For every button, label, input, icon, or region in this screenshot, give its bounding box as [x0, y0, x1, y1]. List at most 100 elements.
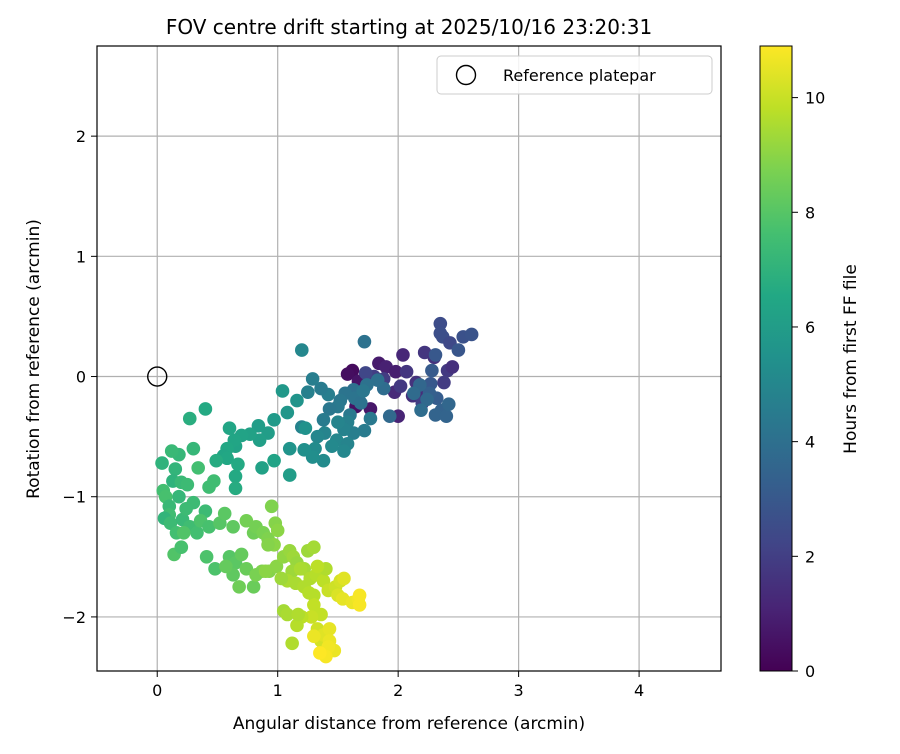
colorbar-tick-label: 8 — [805, 203, 815, 222]
legend: Reference platepar — [436, 55, 713, 95]
data-point — [198, 402, 213, 416]
data-point — [307, 540, 321, 555]
y-axis-ticks: −2 −1 0 1 2 — [62, 127, 97, 627]
data-point — [425, 363, 439, 378]
data-point — [304, 610, 319, 624]
data-point — [261, 537, 275, 552]
data-point — [231, 457, 245, 472]
data-point — [285, 636, 299, 651]
data-point — [228, 469, 243, 484]
data-point — [176, 525, 191, 540]
data-point — [191, 461, 205, 475]
data-point — [428, 408, 443, 422]
data-point — [297, 443, 311, 457]
y-tick-label: 0 — [76, 368, 86, 387]
data-point — [270, 523, 285, 538]
data-point — [433, 316, 448, 331]
data-point — [340, 367, 355, 381]
data-point — [388, 364, 403, 379]
data-point — [307, 598, 321, 612]
data-point — [337, 444, 351, 458]
data-point — [399, 364, 414, 379]
data-point — [310, 429, 325, 444]
data-points-layer — [147, 316, 479, 664]
plot-frame — [96, 45, 722, 672]
x-axis-ticks: 0 1 2 3 4 — [152, 671, 644, 700]
data-point — [428, 348, 443, 362]
data-point — [445, 360, 460, 374]
legend-label: Reference platepar — [503, 66, 656, 85]
data-point — [357, 334, 372, 349]
data-point — [222, 421, 237, 436]
data-point — [322, 622, 337, 636]
data-point — [301, 385, 315, 399]
reference-platepar-marker — [147, 366, 168, 387]
data-point — [209, 453, 224, 468]
data-point — [220, 451, 234, 466]
data-point — [363, 411, 378, 426]
data-point — [316, 453, 331, 468]
x-axis-label: Angular distance from reference (arcmin) — [233, 714, 585, 734]
data-point — [251, 419, 266, 433]
data-point — [217, 506, 232, 521]
x-tick-label: 3 — [514, 681, 524, 700]
data-point — [357, 423, 372, 438]
data-point — [274, 571, 289, 586]
data-point — [294, 343, 309, 357]
data-point — [267, 453, 281, 468]
data-point — [269, 559, 284, 574]
data-point — [354, 396, 368, 410]
data-point — [352, 588, 367, 603]
x-tick-label: 4 — [634, 681, 644, 700]
data-point — [382, 409, 397, 423]
data-point — [208, 562, 222, 576]
y-tick-label: −1 — [62, 488, 86, 507]
data-point — [439, 409, 454, 423]
data-point — [228, 481, 243, 496]
data-point — [316, 412, 331, 427]
data-point — [310, 559, 325, 574]
data-point — [179, 501, 193, 516]
data-point — [331, 415, 345, 430]
data-point — [282, 468, 297, 482]
data-point — [291, 607, 305, 622]
x-tick-label: 2 — [393, 681, 403, 700]
colorbar-ticks: 0 2 4 6 8 10 — [792, 89, 825, 681]
data-point — [258, 564, 273, 579]
data-point — [437, 375, 451, 390]
colorbar-gradient — [759, 45, 793, 672]
colorbar-label: Hours from first FF file — [841, 264, 861, 454]
data-point — [174, 540, 189, 555]
data-point — [255, 461, 269, 475]
data-point — [190, 525, 204, 540]
data-point — [232, 580, 246, 594]
x-tick-label: 1 — [273, 681, 283, 700]
colorbar-tick-label: 0 — [805, 662, 815, 681]
data-point — [234, 547, 249, 562]
data-point — [313, 646, 327, 660]
colorbar-tick-label: 10 — [805, 89, 825, 108]
data-point — [282, 441, 297, 456]
data-point — [199, 550, 214, 564]
data-point — [396, 348, 410, 362]
data-point — [290, 393, 304, 408]
data-point — [314, 381, 328, 396]
data-point — [370, 373, 385, 387]
data-point — [414, 403, 428, 417]
data-point — [337, 571, 351, 586]
data-point — [298, 421, 313, 436]
data-point — [202, 519, 216, 534]
y-tick-label: 1 — [76, 247, 86, 266]
data-point — [322, 402, 337, 416]
data-point — [280, 405, 295, 420]
y-axis-label: Rotation from reference (arcmin) — [24, 219, 44, 499]
data-point — [420, 392, 434, 407]
data-point — [182, 411, 197, 426]
data-point — [305, 372, 320, 386]
legend-marker-open-circle — [455, 64, 477, 86]
data-point — [441, 397, 456, 411]
colorbar: 0 2 4 6 8 10 Hours from first FF file — [759, 45, 861, 681]
data-point — [302, 586, 316, 600]
